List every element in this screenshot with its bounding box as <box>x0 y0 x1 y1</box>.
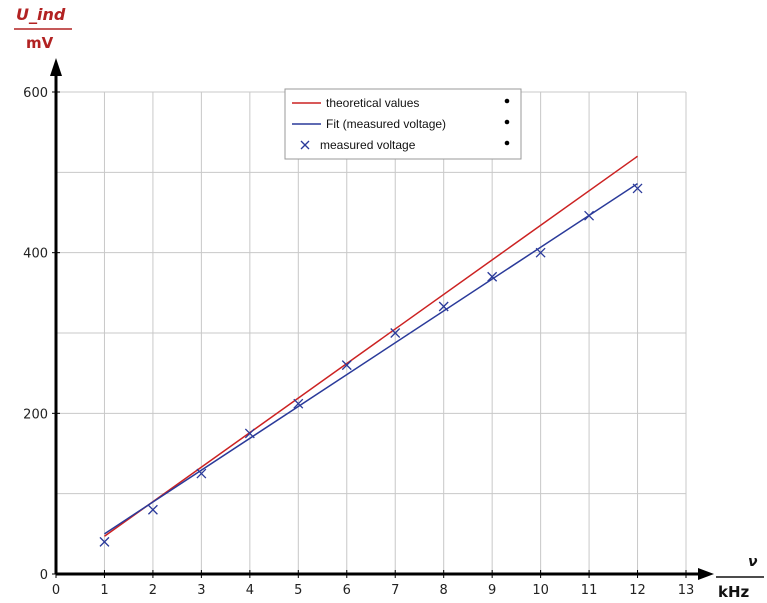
data-point <box>293 398 304 409</box>
x-tick-label: 3 <box>197 583 205 598</box>
x-tick-label: 12 <box>629 583 646 598</box>
series-line <box>104 182 638 535</box>
y-axis-unit: mV <box>26 34 54 52</box>
x-tick-label: 11 <box>581 583 598 598</box>
x-axis-unit: kHz <box>718 583 750 601</box>
grid <box>56 91 687 574</box>
legend-dot <box>504 98 510 104</box>
x-axis-label: ν <box>748 554 758 570</box>
y-tick-label: 600 <box>23 86 48 101</box>
y-axis-label: U_ind <box>16 5 66 24</box>
data-point-stroke <box>147 504 158 515</box>
legend: theoretical values Fit (measured voltage)… <box>284 88 522 160</box>
data-point <box>632 183 643 194</box>
legend-swatch <box>300 140 310 150</box>
series-layer <box>99 155 643 547</box>
data-point <box>99 536 110 547</box>
data-point <box>390 328 401 338</box>
x-tick-label: 1 <box>100 583 108 598</box>
x-tick-label: 8 <box>440 583 448 598</box>
data-point <box>147 504 158 515</box>
y-tick-label: 0 <box>40 568 48 583</box>
data-point-stroke <box>438 301 449 312</box>
axes <box>50 58 714 580</box>
data-point <box>438 301 449 312</box>
x-tick-label: 0 <box>52 583 60 598</box>
y-axis-arrow <box>50 58 62 76</box>
data-point <box>244 428 255 439</box>
y-tick-label: 400 <box>23 247 48 262</box>
x-tick-label: 2 <box>149 583 157 598</box>
legend-label: theoretical values <box>326 96 419 110</box>
data-point-stroke <box>584 210 595 221</box>
legend-box <box>284 88 522 160</box>
series-line <box>104 155 638 537</box>
data-point-stroke <box>535 247 546 258</box>
x-tick-label: 5 <box>294 583 302 598</box>
data-point <box>341 360 352 371</box>
data-point <box>196 468 207 479</box>
data-point-stroke <box>390 328 401 338</box>
data-point-stroke <box>99 536 110 547</box>
data-point <box>487 271 498 282</box>
data-point-stroke <box>293 398 304 409</box>
legend-dot <box>504 140 510 146</box>
x-tick-label: 6 <box>343 583 351 598</box>
legend-dot <box>504 119 510 125</box>
x-tick-label: 10 <box>532 583 549 598</box>
data-point-stroke <box>196 468 207 479</box>
x-tick-label: 13 <box>678 583 695 598</box>
legend-label: Fit (measured voltage) <box>326 117 446 131</box>
data-point-stroke <box>341 360 352 371</box>
data-point <box>535 247 546 258</box>
x-tick-label: 9 <box>488 583 496 598</box>
data-point-stroke <box>487 271 498 282</box>
data-point-stroke <box>244 428 255 439</box>
data-point <box>584 210 595 221</box>
legend-label: measured voltage <box>320 138 416 152</box>
x-tick-label: 4 <box>246 583 254 598</box>
x-axis-arrow <box>698 568 714 580</box>
data-point-stroke <box>632 183 643 194</box>
y-tick-label: 200 <box>23 407 48 422</box>
x-tick-label: 7 <box>391 583 399 598</box>
